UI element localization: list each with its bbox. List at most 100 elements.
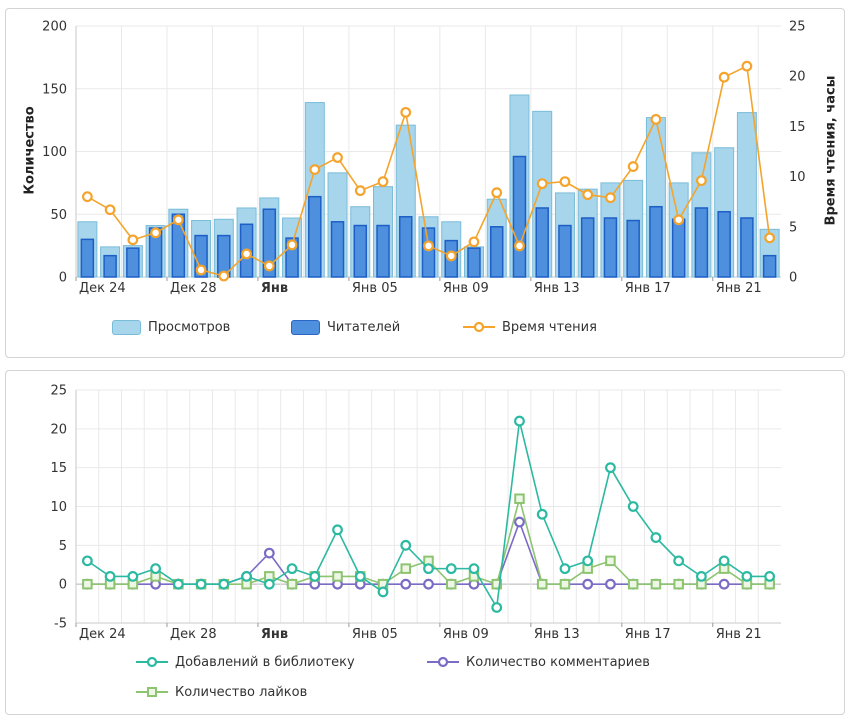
tick-label: 0 bbox=[789, 271, 797, 286]
likes-marker bbox=[559, 578, 571, 590]
library-adds-marker bbox=[286, 563, 298, 575]
legend-item-readers[interactable]: Читателей bbox=[291, 319, 400, 335]
reading-time-marker bbox=[741, 60, 753, 72]
legend-label-comments: Количество комментариев bbox=[466, 654, 650, 670]
library-adds-marker bbox=[195, 578, 207, 590]
readers-bar bbox=[649, 205, 663, 278]
comments-marker bbox=[400, 578, 412, 590]
tick-label: Янв 09 bbox=[443, 627, 489, 642]
library-adds-marker bbox=[127, 570, 139, 582]
bars-group[interactable] bbox=[77, 94, 780, 278]
reading-time-marker bbox=[605, 192, 616, 204]
tick-label: Янв 17 bbox=[625, 281, 671, 296]
views-readers-chart-canvas[interactable]: Дек 24 Дек 28 Янв Янв 05 Янв 09 Янв 13 Янв 17 Я… bbox=[6, 9, 844, 309]
tick-label: Янв 05 bbox=[352, 281, 398, 296]
comments-marker bbox=[605, 578, 616, 590]
library-adds-marker bbox=[559, 563, 571, 575]
reading-time-marker bbox=[377, 176, 389, 188]
readers-bar bbox=[694, 207, 709, 278]
readers-bar bbox=[399, 216, 413, 278]
library-adds-marker bbox=[241, 570, 252, 582]
reading-time-marker bbox=[468, 236, 480, 248]
tick-label: 10 bbox=[50, 500, 67, 515]
reading-time-marker bbox=[127, 234, 139, 246]
library-adds-marker bbox=[514, 415, 525, 427]
library-adds-marker bbox=[582, 555, 594, 567]
tick-label: Янв 13 bbox=[534, 627, 580, 642]
library-adds-marker bbox=[741, 570, 753, 582]
tick-label: 5 bbox=[59, 539, 67, 554]
readers-bar bbox=[580, 217, 595, 278]
readers-bar bbox=[103, 254, 117, 278]
readers-bar bbox=[512, 155, 527, 278]
engagement-chart-canvas[interactable]: Дек 24 Дек 28 Янв Янв 05 Янв 09 Янв 13 Янв 17 Я… bbox=[6, 371, 844, 651]
legend-item-likes[interactable]: Количество лайков bbox=[136, 684, 307, 700]
likes-marker bbox=[673, 578, 684, 590]
readers-bar bbox=[558, 224, 572, 278]
legend-item-views[interactable]: Просмотров bbox=[112, 319, 230, 335]
legend-label-reading-time: Время чтения bbox=[502, 319, 597, 335]
reading-time-marker bbox=[241, 248, 252, 260]
library-adds-marker bbox=[218, 578, 230, 590]
library-adds-marker bbox=[81, 555, 93, 567]
likes-markers[interactable] bbox=[82, 493, 775, 590]
reading-time-marker bbox=[673, 214, 685, 226]
readers-bar bbox=[671, 218, 686, 278]
reading-time-marker bbox=[650, 113, 662, 125]
tick-label: 25 bbox=[50, 384, 67, 399]
tick-label: Янв 09 bbox=[443, 281, 489, 296]
readers-bar bbox=[126, 247, 140, 278]
tick-label: Янв bbox=[261, 281, 288, 296]
likes-marker bbox=[491, 578, 502, 590]
reading-time-marker bbox=[332, 152, 343, 163]
reading-time-marker bbox=[696, 175, 707, 187]
library-adds-marker bbox=[400, 539, 412, 551]
readers-bar bbox=[740, 217, 754, 278]
tick-label: 5 bbox=[789, 220, 797, 235]
reading-time-marker bbox=[718, 71, 730, 83]
reading-time-marker bbox=[195, 264, 207, 276]
likes-marker bbox=[286, 578, 298, 590]
right-axis-title: Время чтения, часы bbox=[823, 75, 839, 226]
tick-label: 50 bbox=[50, 208, 67, 223]
views-readers-chart-panel: Дек 24 Дек 28 Янв Янв 05 Янв 09 Янв 13 Янв 17 Я… bbox=[5, 8, 845, 358]
library-adds-marker bbox=[445, 563, 457, 575]
legend-item-reading-time[interactable]: Время чтения bbox=[463, 319, 597, 335]
tick-label: 150 bbox=[42, 82, 67, 97]
library-adds-marker bbox=[309, 570, 321, 582]
readers-bar bbox=[330, 221, 345, 278]
tick-label: 15 bbox=[50, 461, 67, 476]
reading-time-marker bbox=[627, 161, 639, 172]
legend-item-library-adds[interactable]: Добавлений в библиотеку bbox=[136, 654, 355, 670]
library-adds-marker bbox=[332, 524, 343, 536]
library-adds-marker bbox=[673, 555, 685, 567]
library-adds-marker bbox=[627, 501, 639, 512]
reading-time-markers[interactable] bbox=[81, 60, 776, 282]
library-adds-marker bbox=[718, 555, 730, 567]
library-adds-marker bbox=[536, 508, 548, 520]
reading-time-marker bbox=[445, 250, 457, 262]
readers-bar bbox=[376, 224, 390, 278]
legend-label-library-adds: Добавлений в библиотеку bbox=[175, 654, 355, 670]
readers-bar bbox=[717, 210, 731, 278]
comments-marker bbox=[718, 578, 730, 590]
reading-time-marker bbox=[582, 189, 594, 201]
library-adds-marker bbox=[354, 570, 366, 582]
legend-label-likes: Количество лайков bbox=[175, 684, 308, 700]
library-adds-marker bbox=[468, 563, 480, 575]
library-adds-markers[interactable] bbox=[81, 415, 776, 613]
comments-marker bbox=[582, 578, 594, 590]
legend-label-readers: Читателей bbox=[327, 319, 401, 335]
tick-label: 200 bbox=[42, 20, 67, 35]
comments-line-icon bbox=[427, 656, 459, 668]
reading-time-marker bbox=[400, 106, 412, 118]
readers-bar bbox=[603, 217, 618, 278]
likes-marker bbox=[536, 578, 548, 590]
readers-bar bbox=[171, 213, 186, 278]
likes-marker bbox=[627, 578, 639, 590]
tick-label: Янв 21 bbox=[716, 627, 762, 642]
tick-label: Янв 13 bbox=[534, 281, 580, 296]
tick-label: 10 bbox=[789, 170, 806, 185]
tick-label: 100 bbox=[42, 145, 67, 160]
legend-item-comments[interactable]: Количество комментариев bbox=[427, 654, 650, 670]
